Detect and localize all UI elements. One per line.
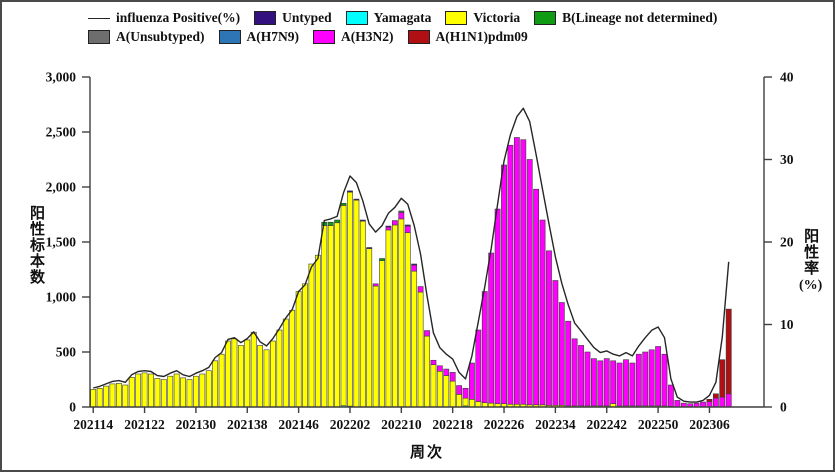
right-axis-title-unit: (%) (799, 278, 823, 293)
right-axis-tick-label: 30 (780, 152, 794, 167)
x-axis-tick-label: 202234 (535, 417, 576, 432)
left-axis-tick-label: 2,500 (46, 125, 77, 140)
axes (82, 76, 772, 413)
legend-item-yamagata: Yamagata (345, 10, 432, 26)
right-axis-title-text: 阳性率 (802, 228, 819, 276)
positive-rate-line (93, 107, 730, 403)
right-axis-tick-label: 10 (780, 317, 794, 332)
left-axis-tick-label: 0 (69, 400, 76, 415)
chart-legend: influenza Positive(%) Untyped Yamagata Vict… (88, 10, 717, 45)
legend-label: Yamagata (373, 10, 432, 25)
left-axis-tick-label: 500 (56, 345, 77, 360)
bars-layer (90, 137, 732, 408)
right-axis-tick-label: 40 (780, 70, 794, 85)
x-axis-tick-label: 202226 (484, 417, 525, 432)
legend-color-swatch (218, 30, 241, 44)
x-axis-tick-label: 202114 (73, 417, 113, 432)
x-axis-tick-label: 202202 (330, 417, 371, 432)
x-axis-tick-label: 202146 (278, 417, 319, 432)
x-axis-tick-label: 202242 (586, 417, 627, 432)
legend-item-influenza-positive: influenza Positive(%) (88, 10, 240, 26)
legend-color-swatch (88, 30, 110, 44)
legend-label: A(Unsubtyped) (116, 29, 205, 44)
x-axis-tick-label: 202250 (638, 417, 679, 432)
legend-label: A(H3N2) (341, 29, 394, 44)
legend-item-a-h1n1-pdm09: A(H1N1)pdm09 (407, 29, 528, 45)
legend-item-b-lineage-not-determined: B(Lineage not determined) (534, 10, 717, 26)
legend-item-untyped: Untyped (254, 10, 332, 26)
legend-color-swatch (254, 11, 277, 25)
legend-item-victoria: Victoria (445, 10, 520, 26)
x-axis-title: 周次 (409, 445, 444, 461)
left-axis-tick-label: 1,000 (46, 290, 77, 305)
left-axis-tick-label: 2,000 (46, 180, 77, 195)
legend-color-swatch (313, 30, 336, 44)
legend-label: A(H1N1)pdm09 (435, 29, 528, 44)
legend-row: A(Unsubtyped) A(H7N9) A(H3N2) A(H1N1)pdm09 (88, 29, 717, 45)
legend-label: influenza Positive(%) (116, 10, 241, 25)
legend-color-swatch (407, 30, 430, 44)
legend-item-a-unsubtyped: A(Unsubtyped) (88, 29, 205, 45)
right-axis-tick-label: 20 (780, 235, 794, 250)
left-axis-title: 阳性标本数 (28, 205, 44, 285)
x-axis-tick-label: 202210 (381, 417, 422, 432)
legend-line-swatch (88, 17, 110, 19)
legend-label: A(H7N9) (246, 29, 300, 44)
legend-item-a-h7n9: A(H7N9) (218, 29, 300, 45)
legend-color-swatch (345, 11, 368, 25)
x-axis-tick-label: 202138 (227, 417, 268, 432)
left-axis-tick-label: 1,500 (46, 235, 77, 250)
right-axis-tick-label: 0 (780, 400, 787, 415)
legend-color-swatch (534, 11, 557, 25)
legend-row: influenza Positive(%) Untyped Yamagata Vict… (88, 10, 717, 26)
x-axis-tick-label: 202130 (176, 417, 217, 432)
x-axis-tick-label: 202306 (689, 417, 730, 432)
legend-label: Victoria (473, 10, 521, 25)
left-axis-tick-label: 3,000 (46, 70, 77, 85)
legend-color-swatch (445, 11, 468, 25)
x-axis-tick-label: 202122 (124, 417, 165, 432)
legend-label: B(Lineage not determined) (562, 10, 718, 25)
legend-item-a-h3n2: A(H3N2) (313, 29, 394, 45)
x-axis-tick-label: 202218 (432, 417, 473, 432)
legend-label: Untyped (282, 10, 332, 25)
right-axis-title: 阳性率 (%) (799, 228, 822, 294)
